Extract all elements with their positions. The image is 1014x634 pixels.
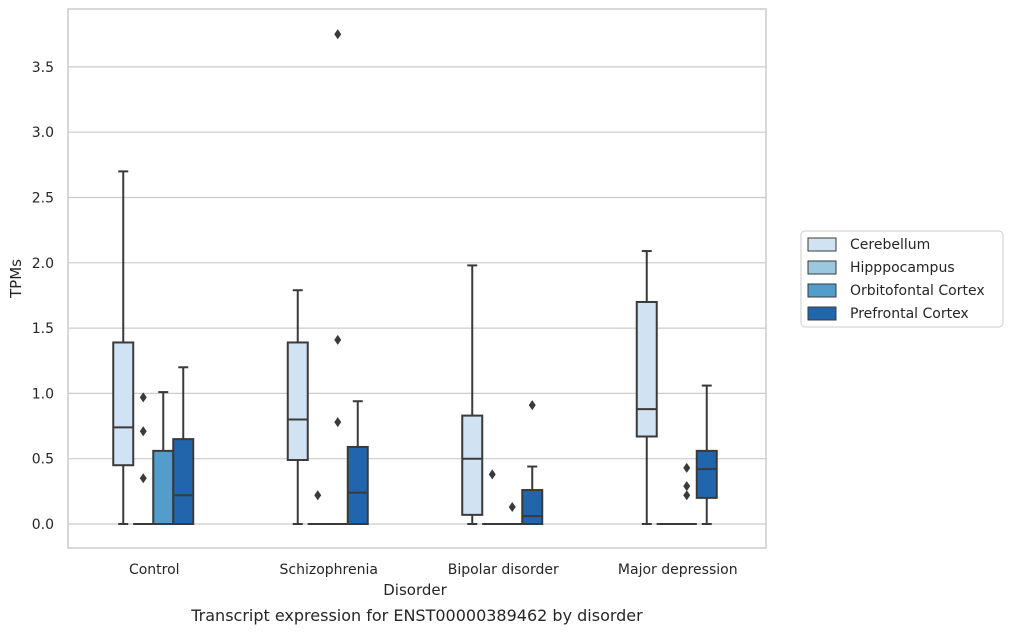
figure-caption: Transcript expression for ENST0000038946… xyxy=(191,606,643,625)
x-tick-label: Bipolar disorder xyxy=(448,562,559,578)
legend-label: Cerebellum xyxy=(850,237,930,253)
box xyxy=(346,400,369,526)
y-tick-label: 1.5 xyxy=(32,321,54,337)
plot-frame xyxy=(67,8,767,549)
y-tick-label: 3.5 xyxy=(32,60,54,76)
y-axis-title: TPMs xyxy=(7,259,25,299)
x-tick-label: Control xyxy=(129,562,180,578)
box-body xyxy=(695,449,718,499)
y-tick-labels: 0.0 0.5 1.0 1.5 2.0 2.5 3.0 3.5 xyxy=(32,60,54,533)
outlier-point xyxy=(334,29,342,40)
x-tick-labels: Control Schizophrenia Bipolar disorder Majo… xyxy=(129,562,738,578)
box xyxy=(461,264,484,525)
box xyxy=(327,29,348,525)
box xyxy=(676,462,697,525)
box-body xyxy=(112,341,135,467)
box xyxy=(133,392,154,525)
y-tick-label: 1.0 xyxy=(32,386,54,402)
outlier-point xyxy=(508,502,516,513)
series-orbitofontal-cortex xyxy=(152,29,697,526)
outlier-point xyxy=(334,334,342,345)
y-tick-label: 2.0 xyxy=(32,256,54,272)
box xyxy=(695,384,718,525)
box xyxy=(286,289,309,525)
legend-swatch xyxy=(807,283,837,298)
outlier-point xyxy=(139,473,147,484)
box xyxy=(152,391,175,526)
box xyxy=(482,469,503,525)
legend-swatch xyxy=(807,306,837,321)
x-axis-title: Disorder xyxy=(383,581,447,599)
outlier-point xyxy=(683,490,691,501)
box-body xyxy=(172,438,195,525)
box xyxy=(521,400,544,526)
box-body xyxy=(461,414,484,516)
legend-label: Orbitofontal Cortex xyxy=(850,283,985,299)
legend-swatch xyxy=(807,260,837,275)
legend: Cerebellum Hipppocampus Orbitofontal Corte… xyxy=(800,230,1004,328)
box-body xyxy=(521,489,544,526)
legend-swatch xyxy=(807,237,837,252)
outlier-point xyxy=(314,490,322,501)
box xyxy=(172,366,195,525)
box xyxy=(635,250,658,525)
box-body xyxy=(346,445,369,526)
y-tick-label: 2.5 xyxy=(32,191,54,207)
box-body xyxy=(286,341,309,462)
y-tick-label: 0.0 xyxy=(32,517,54,533)
box-plot-series xyxy=(112,29,718,526)
outlier-point xyxy=(683,481,691,492)
series-cerebellum xyxy=(112,170,658,525)
series-prefrontal-cortex xyxy=(172,366,718,526)
outlier-point xyxy=(139,392,147,403)
legend-label: Prefrontal Cortex xyxy=(850,306,969,322)
x-tick-label: Schizophrenia xyxy=(280,562,378,578)
series-hipppocampus xyxy=(133,392,677,525)
y-tick-label: 0.5 xyxy=(32,452,54,468)
box xyxy=(502,502,523,525)
box-body xyxy=(635,300,658,438)
legend-label: Hipppocampus xyxy=(850,260,955,276)
outlier-point xyxy=(139,426,147,437)
box xyxy=(112,170,135,525)
outlier-point xyxy=(528,400,536,411)
legend-frame xyxy=(800,230,1004,328)
x-tick-label: Major depression xyxy=(618,562,738,578)
outlier-point xyxy=(683,462,691,473)
y-tick-label: 3.0 xyxy=(32,125,54,141)
box-body xyxy=(152,449,175,526)
outlier-point xyxy=(488,469,496,480)
outlier-point xyxy=(334,417,342,428)
box xyxy=(307,490,328,525)
